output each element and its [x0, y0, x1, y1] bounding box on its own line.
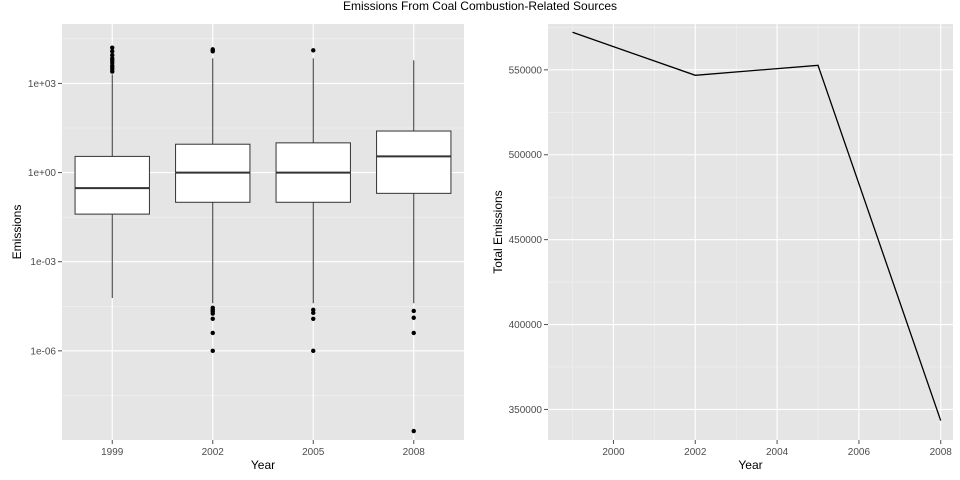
x-tick-label: 2008 [930, 447, 953, 458]
box-body [74, 155, 150, 215]
outlier-point [110, 45, 115, 50]
box-2002 [175, 47, 251, 354]
outlier-point [311, 316, 316, 321]
outlier-point [411, 330, 416, 336]
box-1999 [74, 45, 150, 299]
y-tick-label: 450000 [509, 235, 543, 246]
outlier-point [110, 56, 115, 61]
box-2005 [275, 48, 351, 354]
figure-title: Emissions From Coal Combustion-Related S… [343, 0, 617, 13]
outlier-point [411, 308, 416, 314]
x-tick-label: 2004 [766, 447, 789, 458]
outlier-point [210, 348, 215, 354]
outlier-point [311, 307, 316, 313]
y-tick-label: 1e-06 [30, 346, 56, 357]
x-axis-title: Year [738, 458, 762, 472]
y-tick-label: 1e-03 [30, 257, 56, 268]
plot-background [62, 24, 464, 440]
boxplot-panel: 1e-06 1e-03 1e+00 1e+03 1999 2002 2005 2008 Year… [10, 24, 464, 472]
y-axis-title: Total Emissions [491, 190, 505, 273]
plot-background [548, 24, 953, 440]
outlier-point [411, 428, 416, 434]
outlier-point [210, 316, 215, 321]
x-tick-label: 2006 [848, 447, 871, 458]
box-2008 [376, 60, 452, 434]
x-tick-label: 2005 [302, 447, 325, 458]
y-tick-label: 350000 [509, 405, 543, 416]
outlier-point [311, 48, 316, 53]
y-tick-label: 550000 [509, 65, 543, 76]
y-tick-label: 400000 [509, 320, 543, 331]
x-axis-title: Year [251, 458, 275, 472]
x-tick-label: 1999 [101, 447, 124, 458]
line-panel: 350000 400000 450000 500000 550000 2000 2002 20… [491, 24, 953, 472]
outlier-point [411, 315, 416, 320]
x-tick-label: 2002 [684, 447, 707, 458]
outlier-point [311, 348, 316, 354]
y-tick-label: 500000 [509, 150, 543, 161]
total-emissions-line [572, 31, 942, 421]
x-tick-label: 2008 [403, 447, 426, 458]
outlier-point [210, 330, 215, 336]
y-axis-title: Emissions [10, 205, 24, 260]
y-tick-label: 1e+00 [28, 168, 57, 179]
y-tick-label: 1e+03 [28, 79, 57, 90]
outlier-point [110, 52, 115, 58]
outlier-point [311, 310, 316, 316]
box-body [376, 130, 452, 194]
x-tick-label: 2000 [602, 447, 625, 458]
x-tick-label: 2002 [202, 447, 225, 458]
outlier-point [110, 49, 115, 54]
outlier-point [210, 311, 215, 316]
outlier-point [210, 47, 215, 52]
